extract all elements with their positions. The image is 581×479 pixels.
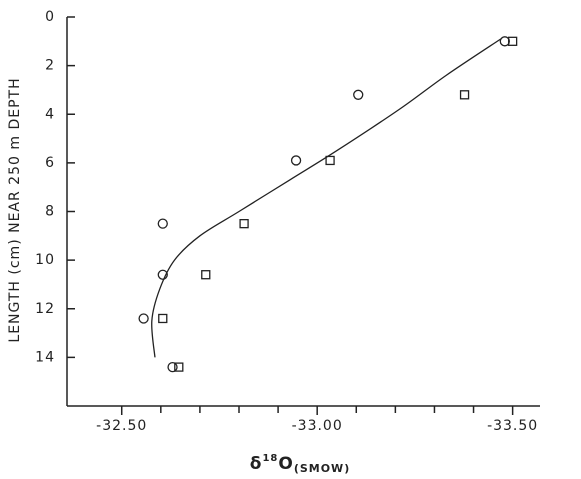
circle-point — [167, 361, 178, 373]
fit-curve — [151, 38, 502, 358]
circle-point — [290, 155, 302, 166]
y-tick-label: 0 — [45, 9, 55, 25]
square-point — [507, 36, 518, 46]
circle-point — [138, 313, 149, 324]
y-tick-label: 12 — [35, 301, 55, 317]
x-title-sub: (SMOW) — [294, 462, 350, 475]
square-point — [174, 362, 184, 372]
x-axis-title: δ18O(SMOW) — [250, 453, 350, 475]
x-title-symbol: δ — [250, 454, 263, 474]
y-axis-title: LENGTH (cm) NEAR 250 m DEPTH — [7, 77, 23, 342]
circle-point — [499, 36, 510, 47]
y-tick-label: 6 — [45, 155, 55, 171]
x-tick-label: -32.50 — [96, 418, 147, 434]
x-title-base: O — [278, 454, 293, 474]
y-tick-label: 8 — [45, 204, 55, 220]
square-point — [325, 155, 335, 166]
circle-point — [353, 89, 364, 100]
x-tick-label: -33.50 — [487, 418, 538, 434]
y-tick-label: 14 — [35, 349, 55, 365]
y-tick-label: 2 — [45, 58, 55, 74]
square-point — [158, 313, 168, 324]
y-tick-label: 10 — [35, 252, 55, 268]
circle-point — [157, 218, 168, 229]
circle-point — [157, 269, 168, 280]
square-point — [239, 219, 249, 229]
square-point — [201, 270, 211, 280]
y-tick-label: 4 — [45, 106, 55, 122]
x-title-sup: 18 — [262, 453, 278, 464]
x-tick-label: -33.00 — [292, 418, 343, 434]
square-point — [459, 90, 470, 100]
